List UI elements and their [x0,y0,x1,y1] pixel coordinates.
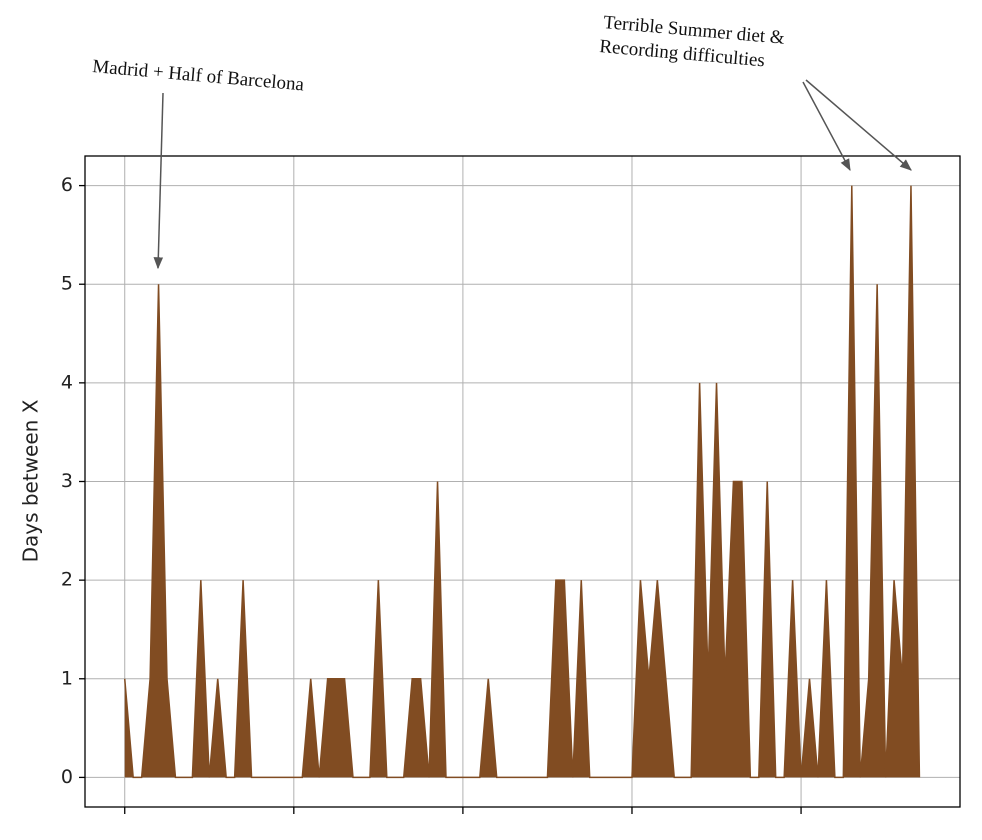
y-tick-label: 6 [61,174,73,196]
y-tick-label: 2 [61,569,73,591]
y-tick-label: 0 [61,766,73,788]
y-tick-label: 5 [61,273,73,295]
annotation: Madrid + Half of Barcelona [92,56,306,95]
y-axis-label: Days between X [19,399,43,562]
annotation-arrow [805,79,912,171]
annotation-arrow [802,81,851,172]
grid [85,156,960,807]
area-fill [124,185,920,778]
plot-area [123,185,921,779]
annotation-arrow [153,92,164,270]
y-tick-label: 1 [61,667,73,689]
y-tick-label: 3 [61,470,73,492]
area-line [123,185,921,779]
y-tick-label: 4 [61,371,73,393]
